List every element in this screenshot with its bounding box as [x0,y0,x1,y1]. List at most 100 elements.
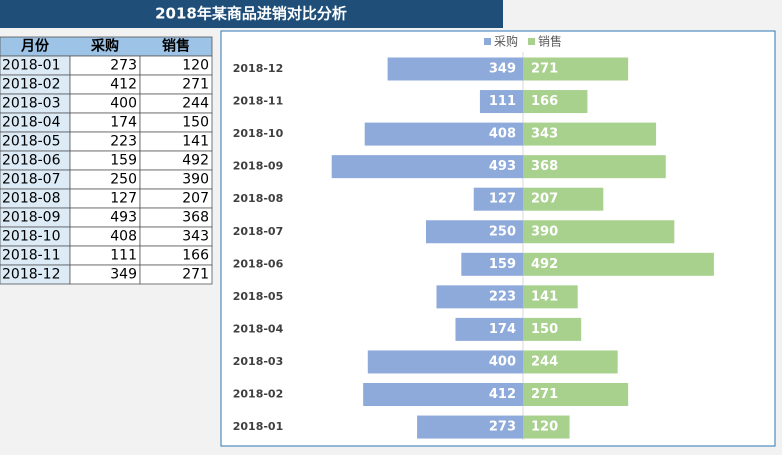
data-label: 223 [489,289,516,304]
sales-cell: 343 [182,229,209,245]
category-label: 2018-07 [233,225,284,238]
data-label: 412 [489,387,516,402]
bar [523,383,629,406]
category-label: 2018-02 [233,388,284,401]
month-cell: 2018-06 [2,153,61,169]
data-label: 271 [531,62,558,77]
table-cell [139,264,213,285]
month-cell: 2018-01 [2,58,61,74]
category-label: 2018-11 [233,95,284,108]
data-label: 390 [531,224,558,239]
purchase-cell: 223 [110,134,137,150]
data-label: 408 [489,127,516,142]
bar [473,187,523,211]
purchase-cell: 250 [110,172,137,188]
data-label: 150 [531,322,558,337]
data-label: 250 [489,224,516,239]
data-label: 159 [489,257,516,272]
data-label: 127 [489,192,516,207]
purchase-cell: 159 [110,153,137,169]
bar [523,90,588,114]
data-label: 166 [531,94,558,109]
purchase-cell: 111 [110,248,137,264]
bar [523,155,666,179]
data-label: 174 [489,322,516,337]
bar [364,122,523,146]
bar [523,350,618,374]
sales-cell: 207 [182,191,209,207]
legend-swatch [528,38,535,45]
header-month: 月份 [20,38,50,55]
purchase-cell: 412 [110,77,137,93]
data-label: 492 [531,257,558,272]
purchase-cell: 400 [110,96,137,112]
category-label: 2018-04 [233,322,284,335]
bar [523,122,657,146]
bar [461,252,523,276]
table: 月份 采购 销售 2018-01 273 120 2018-02 412 271 2018-… [0,36,213,285]
bar [523,220,675,244]
data-label: 349 [489,62,516,77]
header-purchase: 采购 [90,38,119,55]
category-label: 2018-03 [233,355,284,368]
category-label: 2018-06 [233,257,284,270]
bar [331,155,523,179]
bar [479,90,523,114]
bar [387,57,523,81]
bar [426,220,523,244]
bar [523,57,629,81]
month-cell: 2018-02 [2,77,61,93]
purchase-cell: 273 [110,58,137,74]
data-label: 273 [489,420,516,435]
bar [523,252,714,276]
month-cell: 2018-12 [2,267,61,283]
bar [417,415,523,439]
bar [436,285,523,309]
bar [455,317,523,341]
month-cell: 2018-08 [2,191,61,207]
sales-cell: 368 [182,210,209,226]
data-label: 111 [489,94,516,109]
purchase-cell: 127 [110,191,137,207]
purchase-cell: 174 [110,115,137,131]
category-label: 2018-10 [233,127,284,140]
month-cell: 2018-10 [2,229,61,245]
category-label: 2018-09 [233,160,284,173]
bar [523,415,570,439]
category-label: 2018-08 [233,192,284,205]
purchase-cell: 408 [110,229,137,245]
sales-cell: 120 [182,58,209,74]
sales-cell: 390 [182,172,209,188]
category-label: 2018-12 [233,62,284,75]
sales-cell: 150 [182,115,209,131]
month-cell: 2018-07 [2,172,61,188]
legend-label: 采购 [494,34,518,49]
data-label: 368 [531,159,558,174]
sales-cell: 271 [182,77,209,93]
data-label: 141 [531,289,558,304]
purchase-cell: 493 [110,210,137,226]
sales-cell: 141 [182,134,209,150]
header-sales: 销售 [162,38,190,55]
bar [363,383,523,406]
data-label: 493 [489,159,516,174]
data-label: 244 [531,354,558,369]
title-bar [0,0,503,28]
title: 2018年某商品进销对比分析 [155,5,347,23]
purchase-cell: 349 [110,267,137,283]
data-label: 271 [531,387,558,402]
data-label: 343 [531,127,558,142]
bar [523,285,578,309]
bar [367,350,523,374]
month-cell: 2018-05 [2,134,61,150]
bar [523,187,604,211]
bar [523,317,582,341]
legend-label: 销售 [538,34,562,49]
legend-swatch [484,38,491,45]
month-cell: 2018-03 [2,96,61,112]
month-cell: 2018-11 [2,248,61,264]
sales-cell: 492 [182,153,209,169]
data-label: 120 [531,420,558,435]
data-label: 400 [489,354,516,369]
month-cell: 2018-04 [2,115,61,131]
